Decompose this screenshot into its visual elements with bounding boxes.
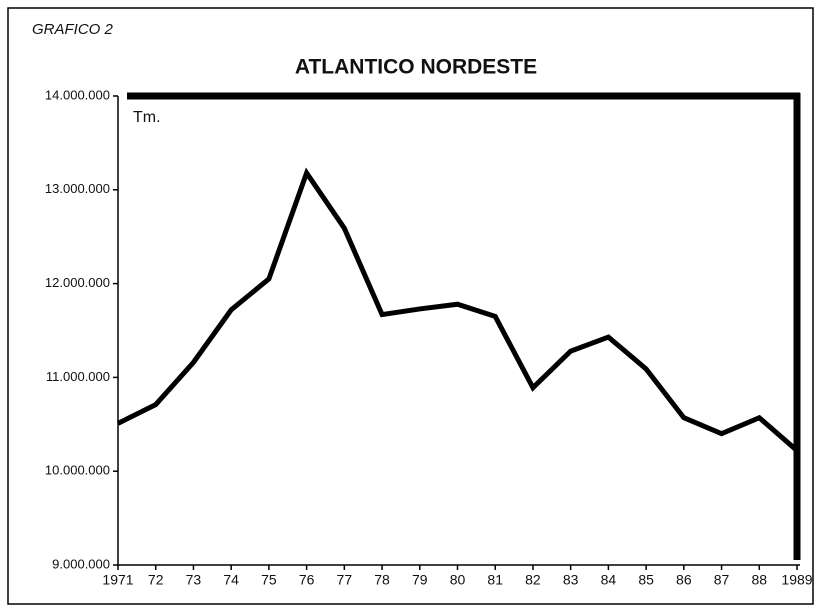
x-tick-label: 84 [601,572,617,588]
y-tick-label: 10.000.000 [45,463,110,478]
x-tick-label: 73 [186,572,202,588]
y-tick-label: 13.000.000 [45,181,110,196]
x-tick-label: 83 [563,572,579,588]
x-tick-label: 74 [223,572,239,588]
x-tick-label: 88 [751,572,767,588]
x-tick-label: 78 [374,572,390,588]
frame [7,7,814,605]
x-tick-label: 77 [337,572,353,588]
x-tick-label: 85 [638,572,654,588]
x-tick-label: 87 [714,572,730,588]
chart-title: ATLANTICO NORDESTE [295,56,537,79]
x-tick-label: 86 [676,572,692,588]
x-tick-label: 80 [450,572,466,588]
x-tick-label: 79 [412,572,428,588]
y-unit: Tm. [133,109,161,126]
x-tick-label: 75 [261,572,277,588]
x-tick-label: 81 [487,572,503,588]
y-tick-label: 14.000.000 [45,87,110,102]
y-tick-label: 11.000.000 [46,369,110,384]
x-tick-label: 1989 [781,572,812,588]
x-tick-label: 72 [148,572,164,588]
y-tick-label: 9.000.000 [52,556,110,571]
figure-label: GRAFICO 2 [32,21,114,38]
data-line [116,167,799,453]
x-tick-label: 1971 [102,572,133,588]
x-tick-label: 76 [299,572,315,588]
y-tick-label: 12.000.000 [45,275,110,290]
x-tick-label: 82 [525,572,541,588]
